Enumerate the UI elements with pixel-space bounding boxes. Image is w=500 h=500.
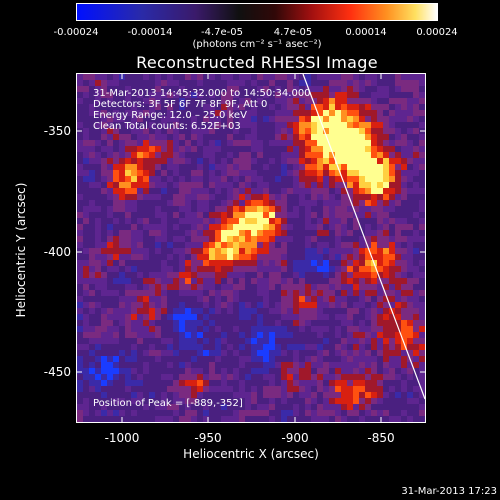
info-energy: Energy Range: 12.0 – 25.0 keV	[93, 110, 247, 121]
plot-timestamp: 31-Mar-2013 17:23	[401, 486, 497, 497]
info-time: 31-Mar-2013 14:45:32.000 to 14:50:34.000	[93, 88, 311, 99]
y-tick-label: -450	[43, 365, 71, 379]
colorbar-tick: 0.00024	[416, 27, 458, 38]
colorbar-tick: -0.00024	[53, 27, 99, 38]
colorbar-tick: -0.00014	[127, 27, 173, 38]
x-tick-label: -950	[194, 431, 222, 445]
image-plot: 31-Mar-2013 14:45:32.000 to 14:50:34.000…	[76, 73, 426, 423]
colorbar	[76, 3, 438, 21]
x-tick-label: -1000	[104, 431, 140, 445]
colorbar-tick: 4.7e-05	[273, 27, 313, 38]
limb-line	[302, 74, 425, 400]
y-tick-label: -400	[43, 245, 71, 259]
info-detectors: Detectors: 3F 5F 6F 7F 8F 9F, Att 0	[93, 99, 268, 110]
x-tick-label: -900	[281, 431, 309, 445]
peak-position: Position of Peak = [-889,-352]	[93, 398, 243, 409]
y-axis-label: Heliocentric Y (arcsec)	[14, 182, 28, 318]
y-tick-label: -350	[43, 124, 71, 138]
colorbar-tick: -4.7e-05	[201, 27, 243, 38]
info-clean: Clean Total counts: 6.52E+03	[93, 121, 241, 132]
colorbar-units: (photons cm⁻² s⁻¹ asec⁻²)	[192, 39, 322, 50]
x-tick-label: -850	[367, 431, 395, 445]
reconstructed-image	[77, 74, 425, 422]
colorbar-gradient	[76, 3, 438, 21]
colorbar-tick: 0.00014	[345, 27, 387, 38]
plot-title: Reconstructed RHESSI Image	[136, 53, 378, 72]
x-axis-label: Heliocentric X (arcsec)	[183, 447, 319, 461]
